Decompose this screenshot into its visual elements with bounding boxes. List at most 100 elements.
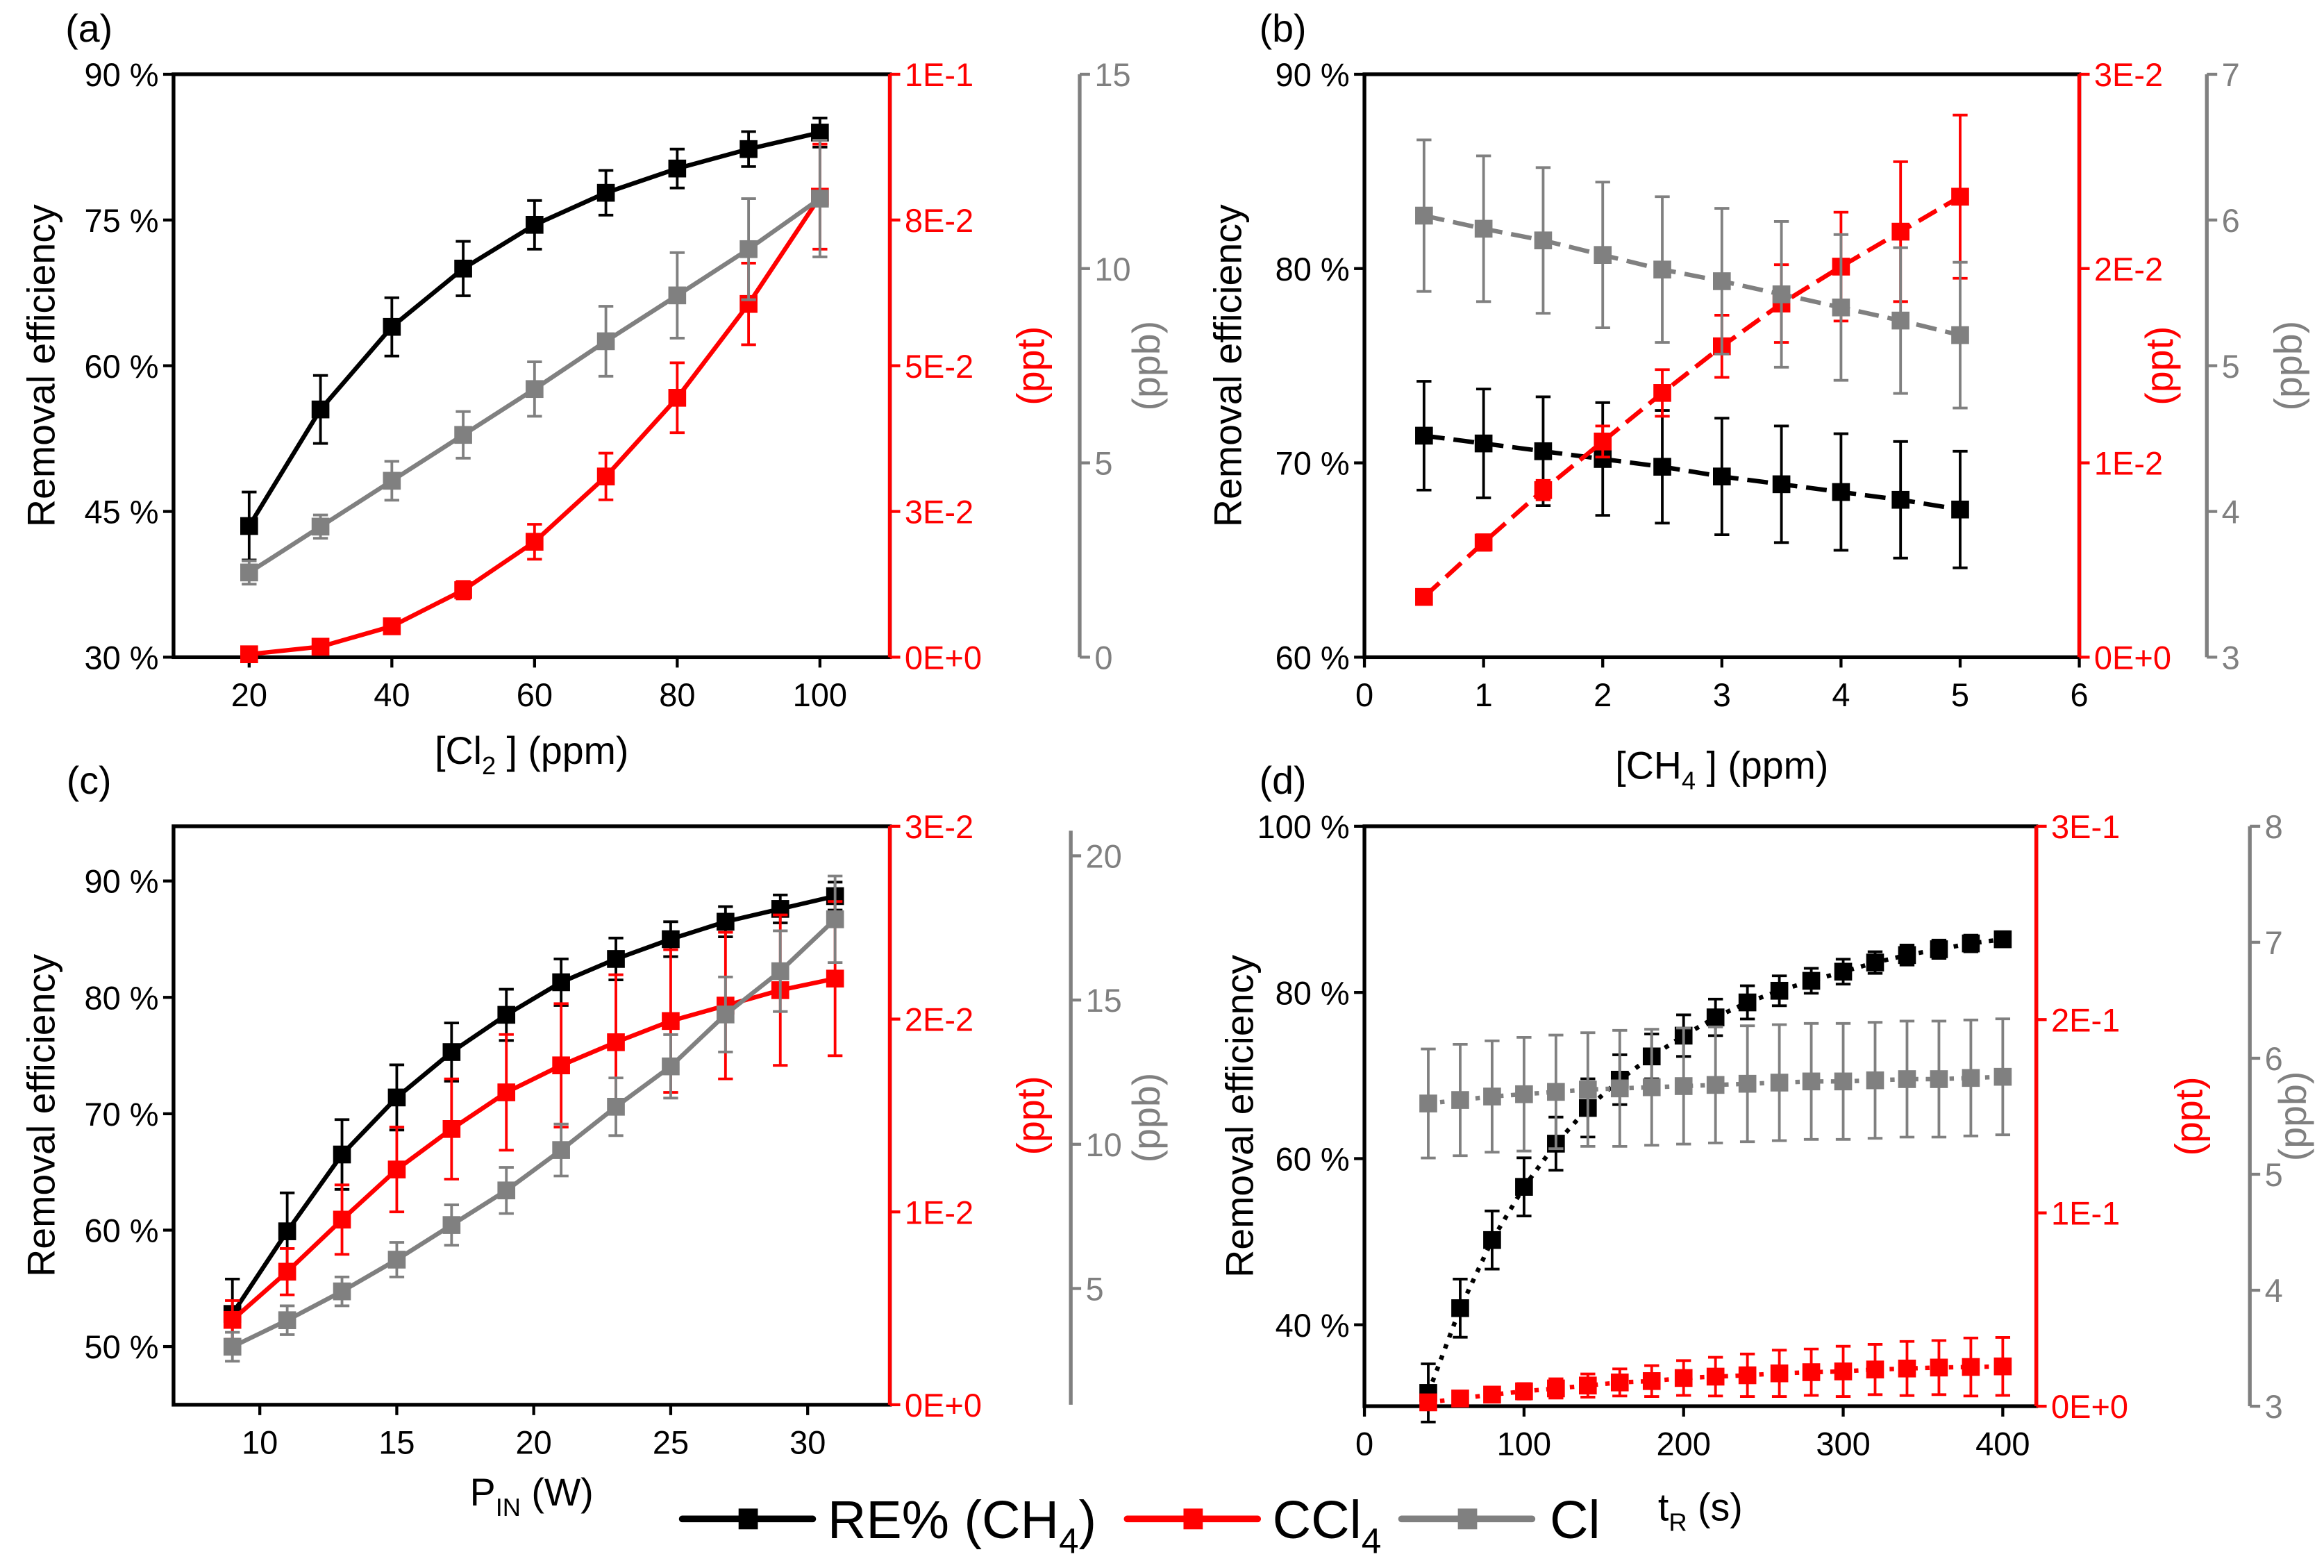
data-point [1712,467,1731,485]
y-gray-tick-label: 3 [2265,1388,2283,1425]
data-point [333,1282,351,1301]
data-point [442,1120,461,1138]
x-axis-title-main: [CH [1615,744,1682,787]
x-axis-title-rest: ] (ppm) [1696,744,1828,787]
data-point [1802,1363,1821,1381]
data-point [717,912,735,931]
series-gray [1415,138,1969,410]
x-axis-title: [CH4 ] (ppm) [1615,744,1828,795]
data-point [668,286,687,305]
series-gray [240,139,829,586]
x-tick-label: 40 [374,676,410,713]
y-red-tick-label: 5E-2 [905,348,973,385]
y-left-tick-label: 45 % [84,494,158,531]
data-point [278,1222,296,1240]
x-axis-title-subscript: 4 [1682,766,1696,794]
x-tick-label: 20 [516,1424,552,1460]
data-point [1706,1008,1725,1026]
x-axis-title: [Cl2 ] (ppm) [435,729,628,780]
data-point [1706,1367,1725,1386]
data-point [311,637,330,656]
y-gray-tick-label: 7 [2265,924,2283,961]
x-axis-title-main: P [470,1471,496,1514]
data-point [1578,1081,1597,1099]
data-point [223,1310,242,1329]
legend-label: CCl4 [1273,1490,1382,1560]
y-left-tick-label: 75 % [84,202,158,239]
data-point [442,1043,461,1061]
data-point [1515,1382,1533,1401]
data-point [739,240,758,258]
data-point [811,190,829,208]
data-point [662,1057,680,1076]
data-point [1930,940,1948,958]
data-point [1712,272,1731,290]
x-tick-label: 15 [378,1424,415,1460]
y-left-tick-label: 90 % [1276,56,1350,93]
data-point [454,581,472,599]
series-line [1423,433,1961,512]
data-point [1866,1071,1884,1090]
data-point [278,1311,296,1329]
y-gray-tick-label: 8 [2265,808,2283,845]
data-point [1951,187,1969,206]
series-left [1415,380,1969,569]
data-point [1674,1077,1693,1095]
y-left-axis-title: Removal efficiency [1219,955,1262,1278]
y-gray-tick-label: 4 [2265,1272,2283,1309]
plot-frame [1362,824,2039,1408]
y-left-tick-label: 80 % [1276,251,1350,287]
y-left-tick-label: 90 % [84,56,158,93]
data-point [497,1006,516,1024]
series-line [247,130,821,528]
y-left-tick-label: 60 % [84,1212,158,1249]
y-left-tick-label: 70 % [84,1096,158,1133]
data-point [1898,946,1916,965]
data-point [826,910,844,928]
data-point [1534,481,1553,499]
data-point [1415,587,1433,606]
legend-marker [1457,1508,1478,1530]
data-point [1594,246,1612,264]
data-point [240,517,258,535]
series-line [231,894,836,1315]
y-left-tick-label: 80 % [84,979,158,1016]
data-point [1770,1364,1789,1383]
x-tick-label: 80 [659,676,695,713]
legend-label-subscript: 4 [1362,1521,1382,1560]
y-red-tick-label: 3E-2 [905,808,973,845]
data-point [240,645,258,663]
x-tick-label: 100 [1497,1426,1551,1462]
y-gray-tick-label: 20 [1085,838,1121,875]
data-point [1951,500,1969,519]
legend-label-main: CCl [1273,1490,1362,1550]
y-left-tick-label: 60 % [1276,639,1350,676]
data-point [1832,298,1850,317]
data-point [442,1216,461,1234]
data-point [1993,1357,2012,1376]
y-gray-tick-label: 3 [2222,639,2240,676]
y-left-axis-title: Removal efficiency [20,954,63,1277]
data-point [383,617,401,635]
x-tick-label: 30 [789,1424,826,1460]
data-point [454,259,472,278]
data-point [771,962,789,981]
y-left-tick-label: 60 % [1276,1141,1350,1178]
legend-label-subscript: 4 [1059,1521,1079,1560]
data-point [1930,1070,1948,1088]
y-gray-tick-label: 10 [1094,251,1130,287]
y-gray-axis-title: (ppb) [2271,1071,2314,1162]
data-point [1515,1178,1533,1196]
data-point [1951,326,1969,344]
data-point [1474,533,1493,552]
data-point [526,215,544,234]
data-point [1834,1362,1853,1381]
data-point [596,183,615,202]
y-red-axis-title: (ppt) [2168,1076,2211,1156]
x-axis-title-subscript: R [1669,1508,1687,1536]
data-point [739,140,758,158]
data-point [223,1337,242,1356]
panel-label: (c) [67,759,112,802]
data-point [1653,260,1671,278]
y-red-tick-label: 2E-2 [905,1001,973,1038]
